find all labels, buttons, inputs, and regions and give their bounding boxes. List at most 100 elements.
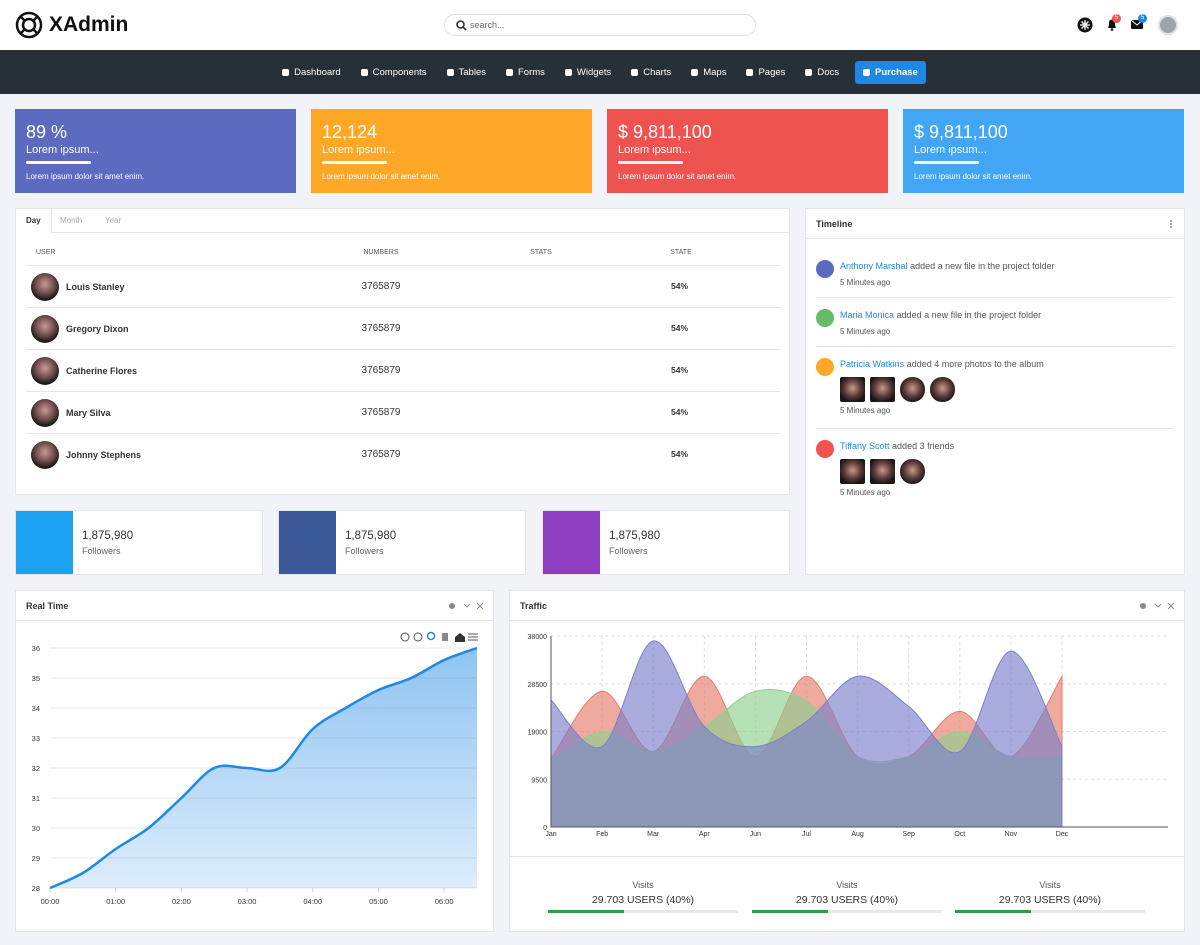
tab[interactable]: Month	[60, 216, 83, 225]
nav-item[interactable]: Widgets	[557, 61, 619, 84]
nav-item[interactable]: Components	[353, 61, 435, 84]
nav-item[interactable]: Dashboard	[274, 61, 348, 84]
x-tick-label: Aug	[851, 831, 864, 838]
notification-badge: 5	[1112, 14, 1121, 23]
chart-toolbar[interactable]	[400, 631, 480, 643]
y-tick-label: 34	[32, 704, 40, 713]
photo-thumb	[840, 459, 865, 484]
timeline-action: added a new file in the project folder	[910, 261, 1055, 271]
table-row: Catherine Flores 3765879 54%	[26, 350, 780, 392]
column-header: NUMBERS	[363, 249, 399, 256]
photo-thumb	[930, 377, 955, 402]
y-tick-label: 29	[32, 854, 40, 863]
social-icon	[543, 511, 600, 574]
nav-icon	[564, 68, 572, 76]
progress-fill	[752, 910, 828, 913]
stat-bar	[618, 161, 683, 164]
panel-tools[interactable]	[1139, 601, 1175, 611]
timeline-user[interactable]: Patricia Watkins	[840, 359, 905, 369]
state-value: 54%	[671, 323, 689, 333]
x-tick-label: 03:00	[238, 897, 257, 906]
avatar	[31, 399, 59, 427]
divider	[510, 856, 1184, 857]
settings-icon[interactable]	[1077, 17, 1093, 33]
nav-item[interactable]: Tables	[439, 61, 494, 84]
timeline-title: Timeline	[806, 209, 1184, 239]
nav-label: Forms	[517, 66, 545, 78]
nav-label: Maps	[703, 66, 727, 78]
user-name: Louis Stanley	[66, 282, 125, 292]
visit-block: Visits 29.703 USERS (40%)	[752, 880, 942, 913]
stat-card: 89 % Lorem ipsum... Lorem ipsum dolor sit …	[15, 109, 296, 193]
divider	[816, 297, 1174, 298]
traffic-chart: 0 9500 19000 28500 38000 Jan Feb Mar Apr Jun Jul Au…	[528, 634, 1168, 838]
nav-item[interactable]: Charts	[623, 61, 679, 84]
visit-block: Visits 29.703 USERS (40%)	[955, 880, 1145, 913]
timeline-user[interactable]: Anthony Marshal	[840, 261, 908, 271]
timeline-icon	[816, 260, 834, 278]
nav-item[interactable]: Forms	[498, 61, 553, 84]
user-name: Gregory Dixon	[66, 324, 129, 334]
stat-text: Lorem ipsum dolor sit amet enim.	[618, 172, 737, 181]
panel-title: Traffic	[510, 591, 1184, 621]
timeline-card: Timeline Anthony Marshal added a new fil…	[805, 208, 1185, 575]
state: 54%	[667, 449, 688, 459]
y-tick-label: 9500	[531, 777, 547, 784]
avatar	[31, 357, 59, 385]
nav-icon	[863, 68, 871, 76]
stat-card: $ 9,811,100 Lorem ipsum... Lorem ipsum dol…	[903, 109, 1184, 193]
panel-title: Real Time	[16, 591, 493, 621]
y-tick-label: 28500	[528, 682, 548, 689]
state-value: 54%	[671, 365, 689, 375]
stat-bar	[26, 161, 91, 164]
social-label: Followers	[345, 546, 384, 556]
user-table-card: Day Month Year USER NUMBERS STATS STATE Louis…	[15, 208, 790, 495]
nav-item[interactable]: Purchase	[855, 60, 926, 84]
nav-item[interactable]: Docs	[797, 61, 847, 84]
tab[interactable]: Year	[105, 216, 122, 225]
nav-icon	[446, 68, 454, 76]
timeline-action: added a new file in the project folder	[896, 310, 1042, 320]
x-tick-label: Apr	[699, 831, 711, 838]
state: 54%	[667, 281, 688, 291]
timeline-time: 5 Minutes ago	[840, 327, 891, 336]
tab[interactable]: Day	[16, 209, 52, 233]
panel-tools[interactable]	[448, 601, 484, 611]
social-icon	[279, 511, 336, 574]
x-tick-label: 01:00	[106, 897, 125, 906]
timeline-action: added 4 more photos to the album	[906, 359, 1044, 369]
visit-value: 29.703 USERS (40%)	[795, 894, 899, 906]
menu-icon[interactable]	[1169, 219, 1173, 229]
stat-value: 12,124	[322, 122, 378, 142]
timeline-icon	[816, 440, 834, 458]
social-label: Followers	[609, 546, 648, 556]
y-tick-label: 33	[32, 734, 40, 743]
realtime-chart: 28 29 30 31 32 33 34 35 36 00:00 01:00 02:00 03:00 04…	[32, 644, 478, 906]
x-tick-label: Feb	[596, 831, 608, 838]
nav-label: Pages	[758, 66, 786, 78]
nav-item[interactable]: Pages	[738, 61, 793, 84]
timeline-time: 5 Minutes ago	[840, 278, 891, 287]
table-row: Mary Silva 3765879 54%	[26, 392, 780, 434]
nav-icon	[282, 68, 290, 76]
nav-icon	[746, 68, 754, 76]
table-row: Gregory Dixon 3765879 54%	[26, 308, 780, 350]
photo-thumb	[900, 459, 925, 484]
stat-text: Lorem ipsum dolor sit amet enim.	[322, 172, 441, 181]
stat-bar	[322, 161, 387, 164]
avatar	[31, 315, 59, 343]
stat-text: Lorem ipsum dolor sit amet enim.	[914, 172, 1033, 181]
stat-label: Lorem ipsum...	[322, 144, 395, 156]
photo-thumb	[870, 459, 895, 484]
progress-track	[955, 910, 1145, 913]
nav-label: Charts	[643, 66, 672, 78]
timeline-user[interactable]: Maria Monica	[840, 310, 895, 320]
user-avatar[interactable]	[1158, 15, 1178, 35]
timeline-user[interactable]: Tiffany Scott	[840, 441, 890, 451]
divider	[816, 346, 1174, 347]
search-box[interactable]: search...	[444, 14, 756, 36]
y-tick-label: 38000	[528, 634, 548, 641]
nav-item[interactable]: Maps	[683, 61, 734, 84]
x-tick-label: 05:00	[369, 897, 388, 906]
